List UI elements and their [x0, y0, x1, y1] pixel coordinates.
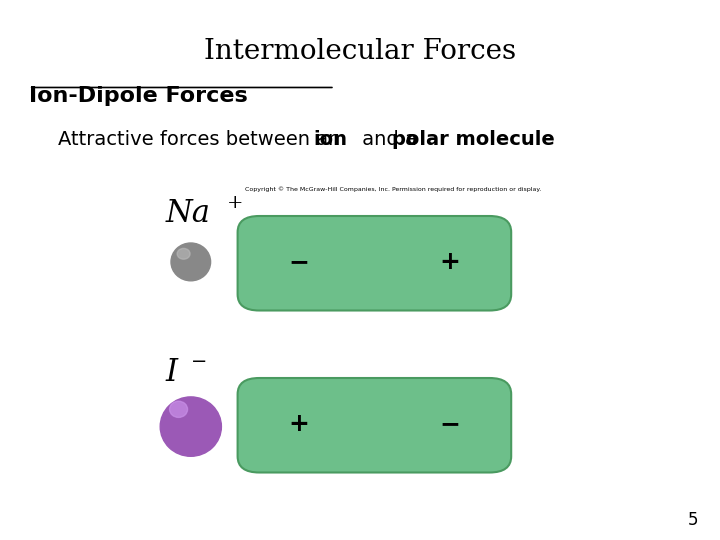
- FancyBboxPatch shape: [238, 216, 511, 310]
- Text: +: +: [227, 193, 243, 212]
- Text: polar molecule: polar molecule: [392, 130, 555, 148]
- Text: Ion-Dipole Forces: Ion-Dipole Forces: [29, 86, 248, 106]
- Ellipse shape: [171, 243, 211, 281]
- FancyBboxPatch shape: [238, 378, 511, 472]
- Text: Intermolecular Forces: Intermolecular Forces: [204, 38, 516, 65]
- Text: −: −: [191, 353, 207, 371]
- Text: −: −: [439, 412, 461, 436]
- Text: ion: ion: [313, 130, 347, 148]
- Text: and a: and a: [356, 130, 423, 148]
- Text: 5: 5: [688, 511, 698, 529]
- Text: Na: Na: [166, 198, 210, 229]
- Text: −: −: [288, 250, 310, 274]
- Ellipse shape: [177, 248, 190, 259]
- Text: Copyright © The McGraw-Hill Companies, Inc. Permission required for reproduction: Copyright © The McGraw-Hill Companies, I…: [245, 186, 541, 192]
- Text: +: +: [440, 250, 460, 274]
- Text: +: +: [289, 412, 309, 436]
- Ellipse shape: [161, 397, 222, 456]
- Ellipse shape: [170, 401, 187, 417]
- Text: I: I: [166, 357, 178, 388]
- Text: Attractive forces between an: Attractive forces between an: [58, 130, 346, 148]
